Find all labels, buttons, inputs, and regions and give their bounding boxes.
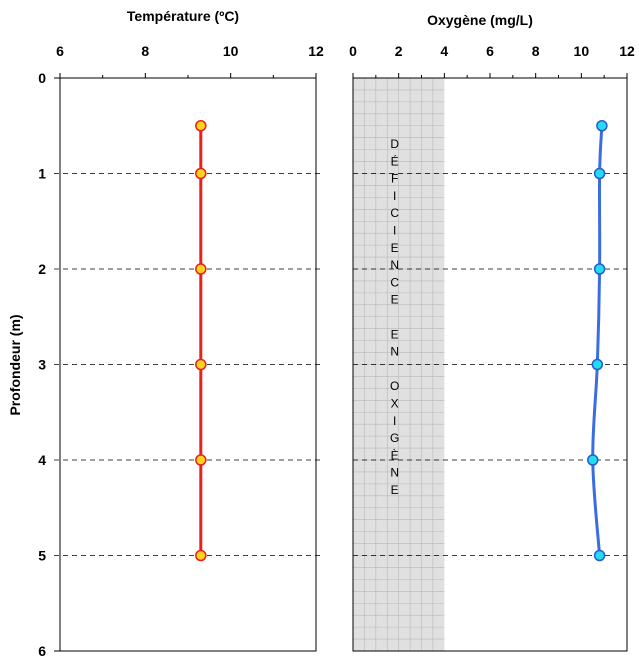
temperature-point: [195, 358, 207, 371]
oxygen-point: [591, 358, 604, 371]
deficiency-letter: C: [390, 275, 399, 289]
oxygen-point: [593, 167, 606, 180]
deficiency-letter: È: [391, 447, 399, 462]
depth-tick-label: 2: [38, 261, 46, 277]
oxygen-line: [591, 125, 604, 556]
depth-tick-label: 0: [38, 70, 46, 86]
temperature-tick-label: 6: [56, 43, 64, 59]
oxygen-chart-title: Oxygène (mg/L): [427, 12, 533, 28]
deficiency-letter: N: [390, 345, 399, 359]
deficiency-letter: F: [391, 172, 398, 186]
oxygen-tick-label: 12: [619, 43, 635, 59]
temperature-plot-frame: [59, 77, 317, 652]
deficiency-letter: O: [390, 379, 399, 393]
temperature-gridlines: [54, 77, 322, 652]
depth-tick-label: 5: [38, 548, 46, 564]
temperature-series: [195, 120, 207, 562]
deficiency-letter: G: [390, 431, 399, 445]
oxygen-plot-frame: [352, 77, 628, 652]
deficiency-letter: I: [393, 189, 396, 203]
temperature-point: [195, 167, 207, 180]
deficiency-letter: X: [391, 397, 399, 411]
temperature-point: [195, 263, 207, 275]
temperature-point: [195, 454, 207, 466]
deficiency-letter: N: [390, 466, 399, 480]
deficiency-letter: I: [393, 414, 396, 428]
depth-tick-label: 4: [38, 452, 46, 468]
depth-axis-label: Profondeur (m): [7, 314, 23, 415]
oxygen-point: [593, 549, 606, 562]
deficiency-letter: E: [391, 327, 399, 341]
deficiency-letter: É: [391, 153, 399, 168]
depth-tick-label: 6: [38, 643, 46, 659]
oxygen-point: [593, 263, 606, 275]
temperature-point: [195, 120, 207, 132]
deficiency-letter: E: [391, 483, 399, 497]
temperature-point: [195, 549, 207, 562]
temperature-tick-label: 8: [141, 43, 149, 59]
oxygen-tick-label: 6: [486, 43, 494, 59]
depth-tick-label: 1: [38, 166, 46, 182]
temperature-tick-labels: 6 8 10 12: [56, 43, 324, 78]
oxygen-point: [596, 120, 608, 132]
oxygen-tick-label: 10: [574, 43, 590, 59]
depth-tick-labels: 0 1 2 3 4 5 6: [38, 70, 46, 659]
deficiency-letter: E: [391, 293, 399, 307]
oxygen-tick-label: 0: [349, 43, 357, 59]
oxygen-gridlines: [353, 173, 627, 556]
deficiency-letter: N: [390, 258, 399, 272]
deficiency-letter: E: [391, 241, 399, 255]
oxygen-tick-label: 2: [395, 43, 403, 59]
oxygen-tick-label: 8: [532, 43, 540, 59]
temperature-tick-label: 12: [308, 43, 324, 59]
oxygen-series: [587, 120, 608, 562]
oxygen-point: [587, 454, 599, 466]
oxygen-tick-label: 4: [440, 43, 448, 59]
temperature-chart-title: Température (ºC): [127, 8, 239, 24]
deficiency-letter: C: [390, 206, 399, 220]
temperature-tick-label: 10: [223, 43, 239, 59]
depth-tick-label: 3: [38, 357, 46, 373]
deficiency-letter: D: [390, 137, 399, 151]
deficiency-letter: I: [393, 224, 396, 238]
oxygen-tick-labels: 0 2 4 6 8 10 12: [349, 43, 635, 78]
